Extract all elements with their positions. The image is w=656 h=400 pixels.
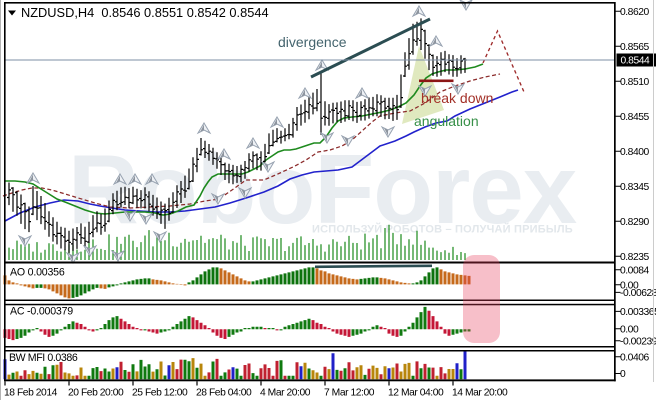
svg-text:0.8290: 0.8290 — [620, 217, 650, 228]
svg-text:0.00: 0.00 — [620, 325, 639, 336]
svg-text:-0.00239: -0.00239 — [620, 336, 656, 347]
svg-text:0.0406: 0.0406 — [620, 352, 650, 363]
svg-text:0.0084: 0.0084 — [620, 266, 650, 277]
svg-text:0.8510: 0.8510 — [620, 77, 650, 88]
svg-text:0.8565: 0.8565 — [620, 42, 650, 53]
svg-text:AO 0.00356: AO 0.00356 — [10, 267, 65, 279]
svg-text:RoboForex: RoboForex — [68, 134, 577, 244]
svg-text:0.003365: 0.003365 — [620, 307, 656, 318]
svg-text:-0.00628: -0.00628 — [620, 288, 656, 299]
svg-text:25 Feb 12:00: 25 Feb 12:00 — [132, 387, 188, 398]
svg-text:angulation: angulation — [414, 113, 479, 129]
svg-text:0.8455: 0.8455 — [620, 112, 650, 123]
svg-text:divergence: divergence — [278, 34, 347, 50]
svg-text:0.8400: 0.8400 — [620, 147, 650, 158]
svg-text:NZDUSD,H4 0.8546 0.8551 0.854: NZDUSD,H4 0.8546 0.8551 0.8542 0.8544 — [21, 5, 269, 20]
svg-text:ИСПОЛЬЗУЙ РОБОТОВ – ПОЛУЧАЙ ПР: ИСПОЛЬЗУЙ РОБОТОВ – ПОЛУЧАЙ ПРИБЫЛЬ — [312, 223, 573, 236]
svg-text:break down: break down — [421, 90, 493, 106]
svg-text:0.8544: 0.8544 — [621, 56, 651, 67]
svg-text:18 Feb 2014: 18 Feb 2014 — [4, 387, 58, 398]
svg-text:BW MFI 0.0386: BW MFI 0.0386 — [9, 352, 78, 364]
svg-text:0: 0 — [620, 369, 626, 380]
svg-text:12 Mar 04:00: 12 Mar 04:00 — [388, 387, 444, 398]
svg-text:0.8345: 0.8345 — [620, 182, 650, 193]
svg-text:0.8620: 0.8620 — [620, 7, 650, 18]
svg-text:20 Feb 20:00: 20 Feb 20:00 — [68, 387, 124, 398]
svg-text:28 Feb 04:00: 28 Feb 04:00 — [196, 387, 252, 398]
svg-text:AC -0.000379: AC -0.000379 — [10, 306, 73, 318]
svg-text:0.8235: 0.8235 — [620, 252, 650, 263]
svg-text:0.00: 0.00 — [620, 281, 639, 292]
svg-text:4 Mar 20:00: 4 Mar 20:00 — [260, 387, 311, 398]
svg-text:7 Mar 12:00: 7 Mar 12:00 — [324, 387, 375, 398]
svg-text:14 Mar 20:00: 14 Mar 20:00 — [452, 387, 508, 398]
